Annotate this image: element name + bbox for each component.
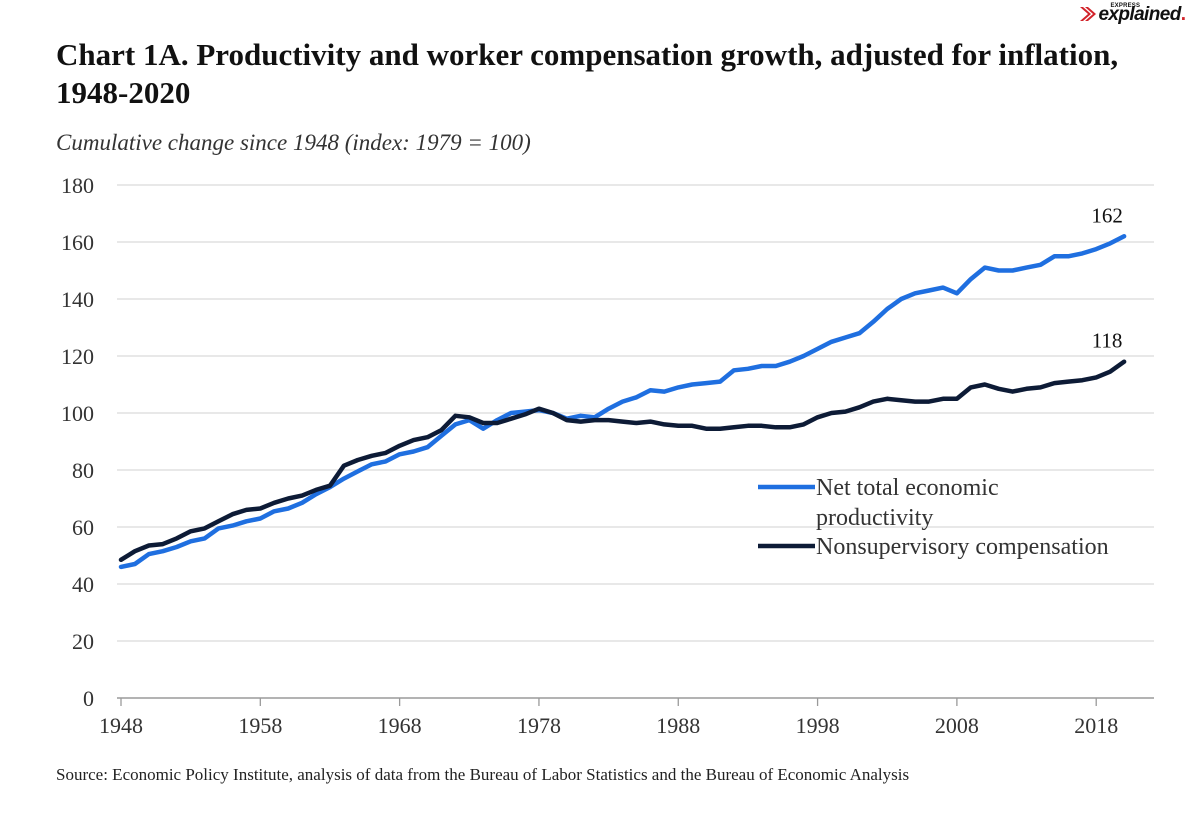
source-note: Source: Economic Policy Institute, analy… <box>56 765 910 784</box>
legend-label: Net total economic <box>816 475 999 501</box>
x-tick-label: 2008 <box>935 713 979 738</box>
end-label-compensation: 118 <box>1092 329 1123 353</box>
x-tick-label: 1958 <box>238 713 282 738</box>
gridlines <box>117 184 1154 699</box>
legend: Net total economic productivity Nonsupervi… <box>758 475 1109 560</box>
x-tick-label: 1998 <box>796 713 840 738</box>
y-axis-ticks: 0 20 40 60 80 100 120 140 160 180 <box>61 173 94 711</box>
legend-label: Nonsupervisory compensation <box>816 534 1109 560</box>
x-tick-label: 1988 <box>656 713 700 738</box>
series-line-productivity <box>118 234 1127 570</box>
y-tick-label: 20 <box>72 629 94 654</box>
brand-chevron-icon <box>1080 7 1097 21</box>
y-tick-label: 180 <box>61 173 94 198</box>
y-tick-label: 80 <box>72 458 94 483</box>
chart-title: Chart 1A. Productivity and worker compen… <box>56 37 1119 110</box>
chart-subtitle: Cumulative change since 1948 (index: 197… <box>56 130 531 155</box>
y-tick-label: 160 <box>61 230 94 255</box>
end-label-productivity: 162 <box>1091 203 1123 227</box>
y-tick-label: 100 <box>61 401 94 426</box>
brand-name: explained <box>1098 4 1181 25</box>
y-tick-label: 0 <box>83 686 94 711</box>
brand-logo: EXPRESS explained. <box>1080 3 1186 25</box>
x-tick-label: 1948 <box>99 713 143 738</box>
brand-dot: . <box>1180 4 1186 25</box>
series-lines <box>118 234 1127 570</box>
brand-express-label: EXPRESS <box>1110 3 1141 9</box>
series-line-compensation <box>118 359 1127 563</box>
y-tick-label: 140 <box>61 287 94 312</box>
x-axis-ticks: 1948 1958 1968 1978 1988 1998 2008 2018 <box>99 698 1118 738</box>
x-tick-label: 2018 <box>1074 713 1118 738</box>
x-tick-label: 1968 <box>378 713 422 738</box>
y-tick-label: 40 <box>72 572 94 597</box>
legend-label: productivity <box>816 505 933 531</box>
y-tick-label: 120 <box>61 344 94 369</box>
end-labels: 162 118 <box>1091 203 1123 352</box>
x-tick-label: 1978 <box>517 713 561 738</box>
y-tick-label: 60 <box>72 515 94 540</box>
